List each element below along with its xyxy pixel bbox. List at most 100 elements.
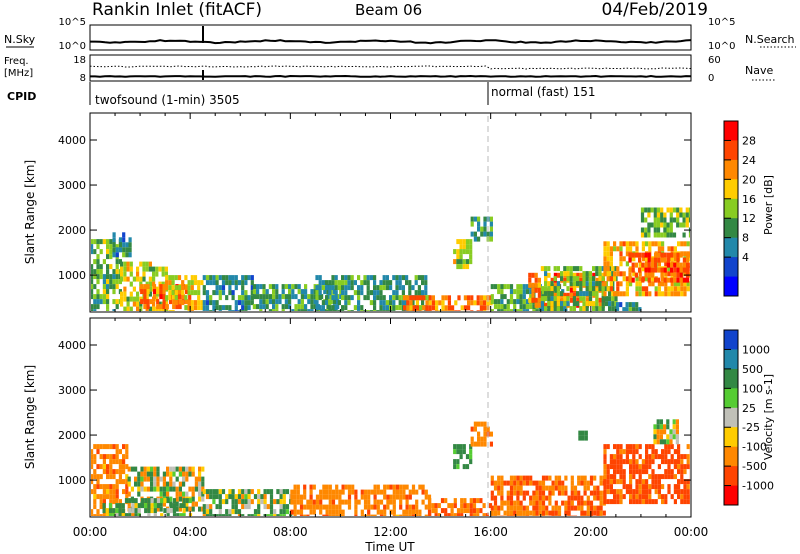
- velocity-cell: [613, 459, 617, 465]
- velocity-cell: [102, 469, 106, 475]
- power-cell: [96, 304, 100, 310]
- velocity-colorbar-swatch: [724, 485, 738, 506]
- power-cell: [357, 305, 361, 311]
- velocity-cell: [670, 454, 674, 460]
- power-cell: [241, 285, 245, 291]
- power-cell: [256, 284, 260, 290]
- power-cell: [500, 299, 504, 305]
- velocity-cell: [392, 489, 396, 495]
- velocity-cell: [260, 494, 264, 500]
- velocity-cell: [577, 505, 581, 511]
- velocity-cell: [657, 454, 661, 460]
- power-cell: [641, 241, 645, 247]
- power-cell: [385, 285, 389, 291]
- power-cell: [428, 295, 432, 301]
- velocity-cell: [532, 505, 536, 511]
- velocity-cell: [519, 500, 523, 506]
- velocity-cell: [490, 480, 494, 486]
- power-cell: [653, 217, 657, 223]
- velocity-cell: [201, 481, 205, 487]
- power-cell: [462, 259, 466, 265]
- power-cell: [334, 295, 338, 301]
- power-cell: [275, 309, 279, 311]
- power-cell: [500, 294, 504, 300]
- velocity-cell: [322, 504, 326, 510]
- velocity-cell: [225, 494, 229, 500]
- power-cell: [489, 236, 493, 242]
- power-cell: [656, 232, 661, 238]
- velocity-cell: [641, 479, 645, 485]
- power-cell: [202, 290, 206, 296]
- velocity-cell: [564, 475, 568, 481]
- velocity-cell: [599, 480, 603, 486]
- velocity-cell: [561, 490, 565, 496]
- power-cell: [91, 284, 94, 290]
- power-cell: [96, 239, 100, 245]
- power-cell: [403, 305, 407, 311]
- power-cell: [171, 290, 175, 296]
- power-cell: [447, 310, 451, 311]
- power-cell: [666, 252, 670, 258]
- velocity-cell: [215, 504, 219, 510]
- velocity-cell: [253, 494, 258, 500]
- velocity-cell: [470, 441, 474, 447]
- velocity-cell: [513, 510, 517, 516]
- power-cell: [389, 300, 393, 306]
- power-cell: [500, 284, 504, 290]
- power-cell: [425, 300, 429, 306]
- power-cell: [670, 271, 674, 277]
- power-cell: [601, 301, 605, 307]
- velocity-cell: [548, 475, 552, 481]
- velocity-cell: [447, 513, 451, 516]
- time-tick-label: 12:00: [373, 525, 408, 539]
- power-cell: [435, 300, 439, 306]
- velocity-cell: [118, 464, 122, 470]
- power-cell: [128, 247, 132, 253]
- power-cell: [329, 294, 333, 300]
- power-cell: [337, 285, 341, 291]
- velocity-cell: [667, 459, 671, 465]
- velocity-cell: [666, 424, 670, 430]
- power-cell: [318, 275, 322, 281]
- velocity-cell: [225, 509, 229, 515]
- power-cell: [435, 310, 439, 311]
- velocity-cell: [241, 494, 245, 500]
- power-cell: [592, 281, 596, 287]
- power-cell: [205, 295, 210, 301]
- power-cell: [592, 272, 596, 278]
- velocity-cell: [143, 486, 147, 492]
- velocity-cell: [303, 489, 307, 495]
- velocity-cell: [476, 508, 480, 514]
- velocity-cell: [629, 464, 633, 470]
- velocity-cell: [596, 490, 600, 496]
- velocity-cell: [675, 424, 679, 430]
- velocity-cell: [146, 476, 150, 482]
- velocity-cell: [450, 508, 454, 514]
- power-cell: [444, 305, 448, 311]
- velocity-cell: [632, 464, 636, 470]
- power-cell: [200, 280, 204, 286]
- noise-panel: N.Sky 10^5 10^0 10^5 10^0 N.Search: [4, 17, 796, 52]
- power-cell: [395, 305, 399, 311]
- power-cell: [162, 294, 166, 300]
- power-cell: [431, 300, 435, 306]
- velocity-cell: [134, 503, 138, 509]
- power-cell: [441, 295, 445, 301]
- velocity-cell: [657, 464, 661, 470]
- power-cell: [139, 276, 143, 282]
- velocity-cell: [338, 489, 342, 495]
- velocity-cell: [231, 494, 235, 500]
- power-cell: [112, 289, 116, 295]
- velocity-cell: [91, 474, 94, 480]
- power-cell: [115, 274, 119, 280]
- velocity-cell: [202, 514, 206, 516]
- velocity-cell: [218, 514, 222, 516]
- velocity-cell: [466, 508, 470, 514]
- power-cell: [225, 275, 229, 281]
- velocity-cell: [557, 505, 562, 511]
- power-cell: [106, 279, 110, 285]
- power-cell: [673, 246, 677, 252]
- velocity-cell: [225, 514, 229, 516]
- power-cell: [212, 305, 216, 311]
- power-cell: [616, 286, 620, 292]
